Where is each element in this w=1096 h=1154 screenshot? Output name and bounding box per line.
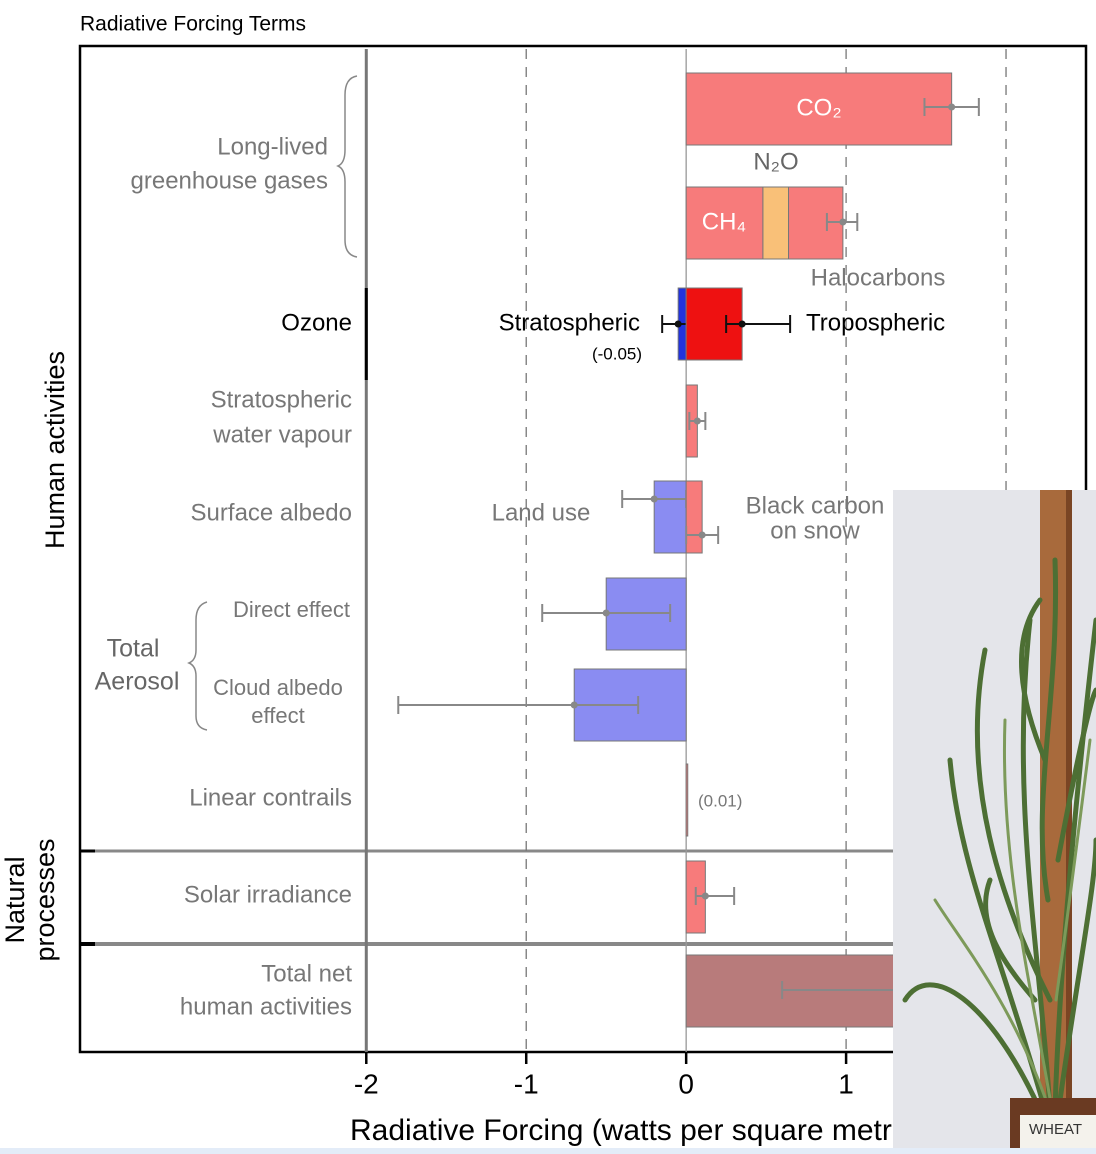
- segment-label: Stratospheric: [499, 309, 640, 336]
- plot: -2-1012Radiative Forcing (watts per squa…: [0, 49, 1072, 1147]
- group-label: Aerosol: [95, 668, 180, 696]
- row-label: Long-lived: [217, 133, 328, 160]
- sign: [1020, 1115, 1096, 1154]
- chart-title: Radiative Forcing Terms: [80, 13, 306, 36]
- brace: [336, 75, 358, 258]
- sign-text: WHEAT: [1029, 1121, 1082, 1138]
- error-center: [701, 892, 709, 900]
- error-center: [698, 531, 706, 539]
- segment-label: Tropospheric: [806, 309, 945, 336]
- bar: [653, 480, 687, 554]
- row-label: Ozone: [281, 309, 352, 336]
- segment-label: Land use: [492, 499, 591, 526]
- bottom-strip: [0, 1148, 1096, 1154]
- row-label: Stratospheric: [211, 386, 352, 413]
- error-center: [650, 495, 658, 503]
- bar: [685, 72, 953, 146]
- row-label: Solar irradiance: [184, 881, 352, 908]
- segment-label: CO₂: [796, 94, 841, 121]
- row-label: Cloud albedo: [213, 675, 343, 700]
- value-label: (0.01): [698, 791, 742, 810]
- leaves-light: [933, 718, 1092, 1112]
- error-center: [839, 218, 847, 226]
- error-center: [602, 609, 610, 617]
- group-label: processes: [30, 838, 60, 961]
- brace: [187, 601, 208, 731]
- x-axis-title: Radiative Forcing (watts per square metr…: [350, 1114, 919, 1147]
- row-label: effect: [251, 703, 304, 728]
- photo: WHEAT: [0, 490, 1096, 1154]
- bar: [685, 480, 703, 554]
- bar: [762, 186, 790, 260]
- x-tick-label: -1: [514, 1068, 539, 1099]
- segment-label: Halocarbons: [811, 264, 946, 291]
- error-center: [948, 103, 956, 111]
- x-tick-label: 0: [678, 1068, 694, 1099]
- leaves: [902, 557, 1096, 1113]
- row-label: Linear contrails: [189, 784, 352, 811]
- group-label: Natural: [0, 856, 30, 943]
- group-label: Total: [107, 635, 160, 663]
- segment-label: N₂O: [753, 148, 798, 175]
- x-tick-label: -2: [354, 1068, 379, 1099]
- bar: [685, 763, 689, 837]
- row-label: Surface albedo: [191, 499, 352, 526]
- value-label: (-0.05): [592, 344, 642, 363]
- error-center: [674, 320, 682, 328]
- segment-label: on snow: [770, 517, 860, 544]
- error-center: [738, 320, 746, 328]
- segment-label: CH₄: [702, 208, 746, 235]
- row-label: Direct effect: [233, 597, 350, 622]
- row-label: water vapour: [212, 421, 352, 448]
- x-tick-label: 1: [838, 1068, 854, 1099]
- group-label: Human activities: [40, 351, 70, 549]
- row-label: Total net: [261, 960, 352, 987]
- row-label: human activities: [180, 993, 352, 1020]
- segment-label: Black carbon: [746, 492, 885, 519]
- error-center: [693, 417, 701, 425]
- row-label: greenhouse gases: [131, 167, 328, 194]
- bar: [685, 186, 764, 260]
- error-center: [570, 701, 578, 709]
